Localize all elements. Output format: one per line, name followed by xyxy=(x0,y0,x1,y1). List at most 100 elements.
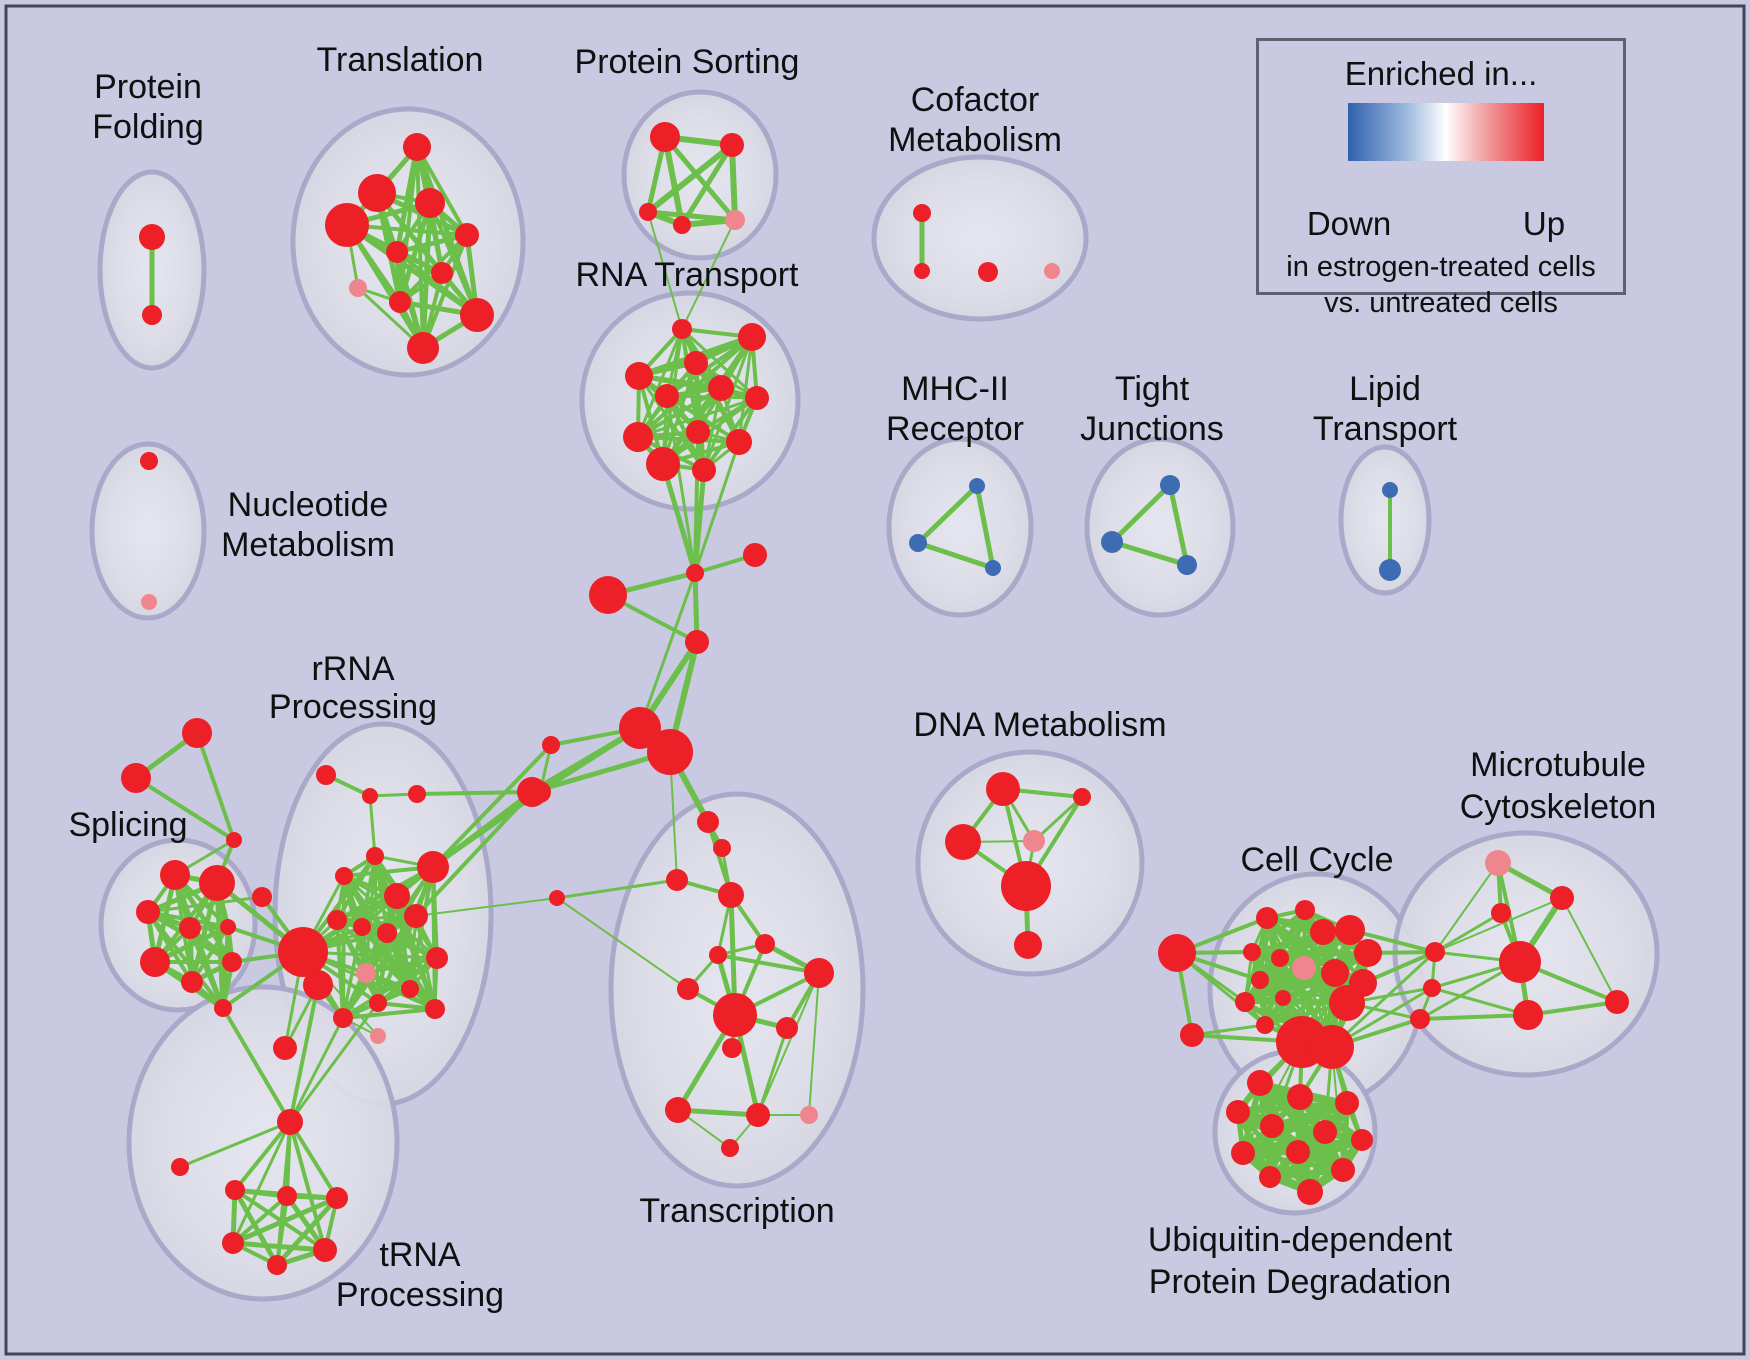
gene-set-node-r xyxy=(136,900,160,924)
gene-set-node-r xyxy=(945,824,981,860)
gene-set-node-p xyxy=(1485,850,1511,876)
gene-set-node-r xyxy=(199,865,235,901)
cluster-label-cell-cycle: Cell Cycle xyxy=(1240,841,1393,879)
gene-set-node-r xyxy=(1275,990,1291,1006)
edge xyxy=(1190,1023,1267,1037)
gene-set-node-r xyxy=(142,305,162,325)
nodes xyxy=(121,122,1629,1275)
edge xyxy=(274,1195,340,1268)
edge xyxy=(230,1240,328,1253)
edge xyxy=(1278,951,1370,960)
gene-set-node-r xyxy=(697,811,719,833)
gene-set-node-r xyxy=(1423,979,1441,997)
gene-set-node-r xyxy=(1310,919,1336,945)
edge xyxy=(915,540,996,571)
gene-set-node-r xyxy=(389,291,411,313)
cluster-label-tight-junctions: Tight Junctions xyxy=(1080,370,1224,448)
gene-set-node-r xyxy=(686,564,704,582)
gene-set-node-r xyxy=(325,203,369,247)
gene-set-node-r xyxy=(713,839,731,857)
gene-set-node-r xyxy=(425,999,445,1019)
gene-set-node-r xyxy=(1014,931,1042,959)
gene-set-node-p xyxy=(370,1028,386,1044)
gene-set-node-r xyxy=(913,204,931,222)
edge xyxy=(288,1120,339,1200)
edge xyxy=(555,878,679,900)
legend-down-label: Down xyxy=(1306,205,1392,242)
cluster-label-rrna-processing: rRNA Processing xyxy=(269,650,437,726)
gene-set-node-r xyxy=(1335,915,1365,945)
gene-set-node-r xyxy=(214,999,232,1017)
cluster-label-protein-sorting: Protein Sorting xyxy=(575,43,800,81)
edge xyxy=(275,1194,289,1267)
legend-subtitle-line1: in estrogen-treated cells xyxy=(1286,251,1596,283)
gene-set-node-r xyxy=(804,958,834,988)
edge xyxy=(214,880,226,1011)
gene-set-node-r xyxy=(1321,959,1349,987)
gene-set-node-r xyxy=(1256,1016,1274,1034)
edge xyxy=(645,142,735,215)
edge xyxy=(692,467,707,576)
edge xyxy=(231,1194,289,1245)
cluster-label-translation: Translation xyxy=(317,41,484,79)
gene-set-node-r xyxy=(1243,943,1261,961)
edge xyxy=(681,219,736,330)
gene-set-node-r xyxy=(722,1038,742,1058)
cluster-ellipse-mhc-ii-receptor xyxy=(886,436,1034,618)
edge xyxy=(660,461,698,576)
gene-set-node-r xyxy=(1287,1084,1313,1110)
gene-set-node-r xyxy=(222,1232,244,1254)
edge xyxy=(341,1007,437,1020)
edge xyxy=(757,972,820,1116)
gene-set-node-p xyxy=(725,210,745,230)
gene-set-node-r xyxy=(665,1097,691,1123)
edge xyxy=(636,386,723,439)
gene-set-node-r xyxy=(1235,992,1255,1012)
gene-set-node-r xyxy=(1513,1000,1543,1030)
gene-set-node-r xyxy=(743,543,767,567)
gene-set-node-r xyxy=(1351,1129,1373,1151)
gene-set-node-r xyxy=(1231,1141,1255,1165)
edge xyxy=(288,1016,345,1124)
gene-set-node-r xyxy=(226,832,242,848)
gene-set-node-r xyxy=(684,351,708,375)
figure-border xyxy=(4,4,1746,1356)
gene-set-node-r xyxy=(278,927,328,977)
edge xyxy=(1109,482,1173,545)
legend-box: Enriched in... Down Up in estrogen-treat… xyxy=(1256,38,1626,319)
edge xyxy=(415,897,558,917)
gene-set-node-r xyxy=(220,919,236,935)
gene-set-node-r xyxy=(426,947,448,969)
gene-set-node-r xyxy=(1425,942,1445,962)
edge xyxy=(1561,897,1618,1003)
cluster-label-microtubule-cytoskeleton: Microtubule Cytoskeleton xyxy=(1460,746,1657,826)
gene-set-node-r xyxy=(267,1255,287,1275)
edge xyxy=(974,483,996,571)
cluster-ellipse-cofactor-metabolism xyxy=(871,154,1089,322)
gene-set-node-r xyxy=(303,970,333,1000)
gene-set-node-r xyxy=(277,1186,297,1206)
gene-set-node-r xyxy=(1295,900,1315,920)
cluster-label-trna-processing: tRNA Processing xyxy=(336,1236,504,1314)
gene-set-node-r xyxy=(1073,788,1091,806)
gene-set-node-r xyxy=(1260,1114,1284,1138)
gene-set-node-r xyxy=(140,947,170,977)
edge xyxy=(368,794,377,858)
cluster-ellipse-tight-junctions xyxy=(1084,436,1236,618)
gene-set-node-r xyxy=(1354,939,1382,967)
gene-set-node-b xyxy=(969,478,985,494)
gene-set-node-r xyxy=(1251,971,1269,989)
gene-set-node-r xyxy=(914,263,930,279)
gene-set-node-r xyxy=(713,993,757,1037)
cluster-ellipse-transcription xyxy=(608,791,866,1189)
gene-set-node-r xyxy=(639,203,657,221)
gene-set-node-b xyxy=(1382,482,1398,498)
gene-set-node-r xyxy=(407,332,439,364)
edge xyxy=(288,1120,327,1252)
cluster-label-ubiquitin-dependent-protein-degradation: Ubiquitin-dependent Protein Degradation xyxy=(1148,1221,1453,1301)
gene-set-node-r xyxy=(1247,1070,1273,1096)
edge xyxy=(636,396,759,439)
gene-set-node-p xyxy=(1292,956,1316,980)
gene-set-node-r xyxy=(417,851,449,883)
legend-up-label: Up xyxy=(1522,205,1566,242)
